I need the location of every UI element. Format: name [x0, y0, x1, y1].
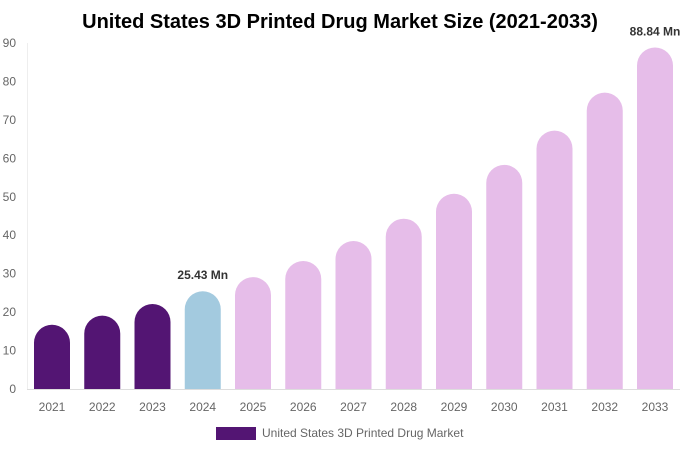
x-tick-label: 2030 [491, 400, 518, 414]
y-tick-label: 80 [3, 74, 17, 88]
legend-swatch [216, 427, 256, 440]
bars [34, 47, 673, 390]
chart-title: United States 3D Printed Drug Market Siz… [82, 11, 598, 33]
x-tick-label: 2027 [340, 400, 367, 414]
x-axis: 2021 2022 2023 2024 2025 2026 2027 2028 2029 2030… [39, 400, 669, 414]
y-axis: 0 10 20 30 40 50 60 70 80 90 [3, 36, 17, 396]
y-tick-label: 60 [3, 151, 17, 165]
bar-2022[interactable] [84, 315, 121, 389]
x-tick-label: 2031 [541, 400, 568, 414]
bar-2025[interactable] [235, 277, 271, 389]
bar-2021[interactable] [34, 324, 70, 389]
x-tick-label: 2024 [189, 400, 216, 414]
bar-2027[interactable] [335, 240, 372, 389]
x-tick-label: 2022 [89, 400, 116, 414]
x-tick-label: 2033 [642, 400, 669, 414]
bar-2031[interactable] [536, 130, 573, 389]
legend-label: United States 3D Printed Drug Market [262, 426, 464, 440]
y-tick-label: 10 [3, 344, 17, 358]
x-tick-label: 2032 [591, 400, 618, 414]
x-tick-label: 2028 [390, 400, 417, 414]
bar-2033[interactable] [637, 47, 673, 389]
x-tick-label: 2025 [240, 400, 267, 414]
bar-2030[interactable] [486, 164, 523, 389]
x-tick-label: 2029 [441, 400, 468, 414]
legend[interactable]: United States 3D Printed Drug Market [216, 426, 464, 440]
y-tick-label: 0 [9, 382, 16, 396]
bar-2032[interactable] [586, 92, 623, 390]
data-label-2024: 25.43 Mn [177, 268, 228, 282]
y-tick-label: 70 [3, 113, 17, 127]
bar-2023[interactable] [134, 304, 171, 389]
x-tick-label: 2021 [39, 400, 66, 414]
bar-2028[interactable] [385, 218, 422, 389]
y-tick-label: 90 [3, 36, 17, 50]
data-labels: 25.43 Mn 88.84 Mn [177, 24, 680, 282]
y-tick-label: 30 [3, 267, 17, 281]
y-tick-label: 40 [3, 228, 17, 242]
bar-2024[interactable] [184, 291, 221, 389]
y-tick-label: 20 [3, 305, 17, 319]
x-tick-label: 2026 [290, 400, 317, 414]
bar-2029[interactable] [436, 193, 472, 389]
x-tick-label: 2023 [139, 400, 166, 414]
y-tick-label: 50 [3, 190, 17, 204]
data-label-2033: 88.84 Mn [630, 24, 680, 38]
bar-2026[interactable] [285, 260, 322, 389]
